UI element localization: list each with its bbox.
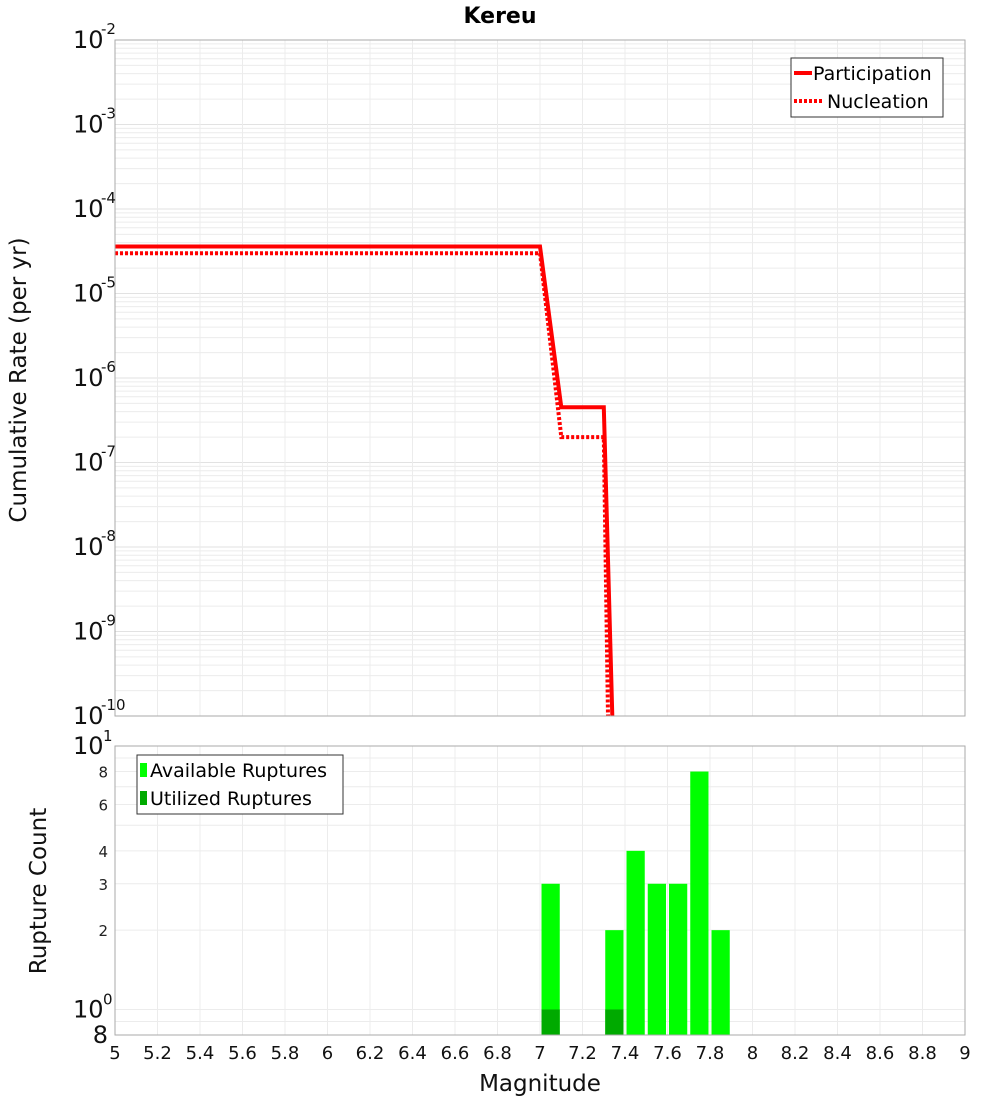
y-tick-label: 10	[73, 364, 104, 392]
bar-available-ruptures	[626, 850, 645, 1035]
x-tick-label: 8.6	[866, 1043, 895, 1064]
bar-utilized-ruptures	[541, 1009, 560, 1035]
y-tick-label: 10	[73, 533, 104, 561]
legend-utilized-label: Utilized Ruptures	[150, 788, 312, 810]
y-tick-exponent: -9	[101, 612, 116, 630]
y-tick-label: 10	[73, 732, 104, 760]
x-tick-label: 7	[534, 1043, 545, 1064]
x-tick-label: 6	[322, 1043, 333, 1064]
y-tick-exponent: -2	[101, 20, 116, 38]
x-axis-title: Magnitude	[479, 1071, 601, 1097]
rate-y-tick-labels: 10-210-310-410-510-610-710-810-910-10	[73, 20, 126, 730]
x-tick-label: 8.2	[781, 1043, 810, 1064]
legend-available-swatch	[140, 763, 147, 777]
count-plot-bars	[541, 771, 730, 1035]
x-tick-label: 7.6	[653, 1043, 682, 1064]
x-tick-label: 8.4	[823, 1043, 852, 1064]
x-tick-label: 6.6	[441, 1043, 470, 1064]
y-tick-label: 4	[98, 843, 108, 861]
bar-available-ruptures	[711, 930, 730, 1035]
x-tick-label: 5.4	[186, 1043, 215, 1064]
legend-available-label: Available Ruptures	[150, 760, 327, 782]
y-tick-label: 2	[98, 922, 108, 940]
rate-plot: 10-210-310-410-510-610-710-810-910-10	[73, 20, 966, 730]
chart-title: Kereu	[463, 4, 536, 29]
x-tick-label: 7.2	[568, 1043, 597, 1064]
y-tick-label: 8	[93, 1021, 108, 1049]
count-y-axis-title: Rupture Count	[26, 808, 52, 974]
x-tick-label: 8.8	[908, 1043, 937, 1064]
x-tick-label: 5.2	[143, 1043, 172, 1064]
x-tick-label: 5.6	[228, 1043, 257, 1064]
y-tick-exponent: 1	[103, 727, 113, 745]
y-tick-label: 3	[98, 876, 108, 894]
x-tick-label: 5.8	[271, 1043, 300, 1064]
rate-plot-grid	[114, 40, 966, 717]
y-tick-label: 10	[73, 995, 104, 1023]
bar-available-ruptures	[541, 883, 560, 1035]
y-tick-label: 10	[73, 280, 104, 308]
y-tick-exponent: 0	[103, 990, 113, 1008]
rate-plot-series	[115, 244, 615, 717]
x-tick-label: 7.8	[696, 1043, 725, 1064]
bar-available-ruptures	[605, 930, 624, 1035]
y-tick-exponent: -7	[101, 443, 116, 461]
bar-utilized-ruptures	[605, 1009, 624, 1035]
rate-y-axis-title: Cumulative Rate (per yr)	[6, 237, 32, 522]
count-x-tick-labels: 5 5.2 5.4 5.6 5.8 6 6.2 6.4 6.6 6.8 7 7.2 7.4 7.6 7.8 8…	[109, 1043, 970, 1064]
x-tick-label: 8	[747, 1043, 758, 1064]
y-tick-exponent: -4	[101, 189, 116, 207]
y-tick-label: 10	[73, 702, 104, 730]
x-tick-label: 5	[109, 1043, 120, 1064]
y-tick-label: 10	[73, 618, 104, 646]
x-tick-label: 6.2	[356, 1043, 385, 1064]
y-tick-exponent: -8	[101, 527, 116, 545]
series-nucleation	[115, 251, 610, 717]
bar-available-ruptures	[669, 883, 688, 1035]
y-tick-exponent: -10	[101, 696, 126, 714]
rate-legend: Participation Nucleation	[790, 57, 944, 118]
y-tick-label: 10	[73, 111, 104, 139]
y-tick-exponent: -6	[101, 358, 116, 376]
y-tick-exponent: -3	[101, 105, 116, 123]
x-tick-label: 6.4	[398, 1043, 427, 1064]
y-tick-label: 10	[73, 195, 104, 223]
bar-available-ruptures	[647, 883, 666, 1035]
legend-utilized-swatch	[140, 791, 147, 805]
y-tick-label: 10	[73, 26, 104, 54]
y-tick-label: 6	[98, 796, 108, 814]
y-tick-exponent: -5	[101, 274, 116, 292]
y-tick-label: 8	[98, 764, 108, 782]
bar-available-ruptures	[690, 771, 709, 1035]
x-tick-label: 7.4	[611, 1043, 640, 1064]
y-tick-label: 10	[73, 449, 104, 477]
x-tick-label: 6.8	[483, 1043, 512, 1064]
legend-participation-label: Participation	[813, 63, 932, 85]
count-legend: Available Ruptures Utilized Ruptures	[136, 754, 344, 815]
x-tick-label: 9	[959, 1043, 970, 1064]
legend-nucleation-label: Nucleation	[827, 91, 929, 113]
